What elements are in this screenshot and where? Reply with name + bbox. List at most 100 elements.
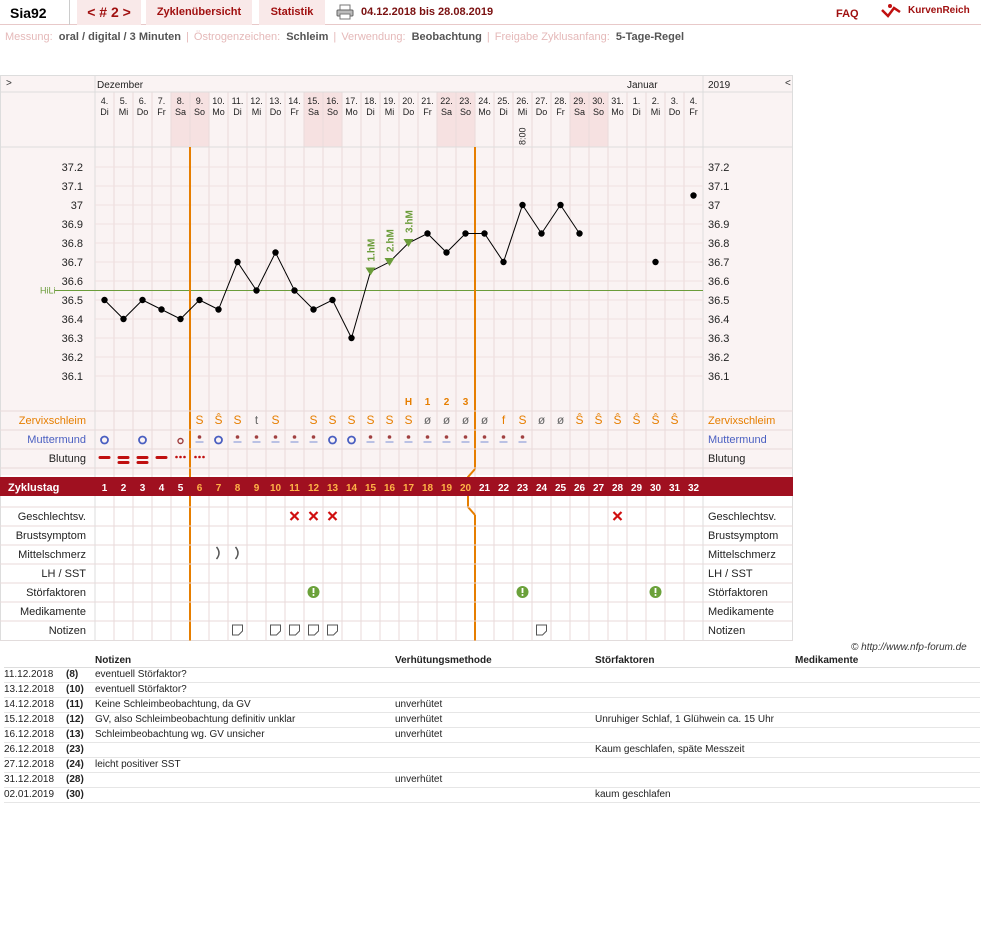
- table-row: 14.12.2018 (11) Keine Schleimbeobachtung, …: [4, 697, 980, 713]
- higher-measurement-label: 3.hM: [405, 210, 416, 233]
- chart-area-bg: [0, 75, 793, 475]
- column-header: Notizen: [95, 654, 395, 668]
- higher-measurement-label: 1.hM: [367, 239, 378, 262]
- temperature-point[interactable]: [215, 306, 222, 313]
- temperature-point[interactable]: [462, 230, 469, 237]
- row-label-right-blutung: Blutung: [708, 453, 745, 465]
- y-tick-label: 36.5: [62, 295, 83, 307]
- cervical-mucus-symbol: ø: [443, 413, 451, 427]
- note-icon[interactable]: [536, 624, 547, 636]
- weekday-label: Fr: [157, 107, 166, 117]
- note-text: eventuell Störfaktor?: [95, 667, 395, 683]
- bleeding-spot-icon: [198, 455, 201, 459]
- cycle-day-number: 32: [688, 483, 700, 494]
- note-date: 31.12.2018: [4, 772, 66, 788]
- temperature-point[interactable]: [291, 287, 298, 294]
- y-tick-label: 36.2: [62, 352, 83, 364]
- row-label-right-zervix: Zervixschleim: [708, 415, 775, 427]
- cervix-open-icon: [328, 435, 337, 445]
- row-label-right-mutter: Muttermund: [708, 434, 767, 446]
- chart-svg: > <Dezember Januar 20194.Di5.Mi6.Do7.Fr8.Sa…: [0, 75, 793, 641]
- weekday-label: Mo: [345, 107, 358, 117]
- estrogen-value: Schleim: [286, 31, 329, 43]
- settings-bar: Messung: oral / digital / 3 Minuten | Öst…: [5, 31, 687, 43]
- kurvenreich-logo-icon[interactable]: [880, 2, 980, 22]
- weekend-column: [456, 92, 475, 147]
- temperature-point[interactable]: [234, 258, 241, 266]
- note-text: Schleimbeobachtung wg. GV unsicher: [95, 727, 395, 743]
- cervix-position-icon: [273, 435, 278, 439]
- day-number: 13.: [269, 96, 282, 106]
- cervical-mucus-symbol: ø: [462, 413, 470, 427]
- note-icon[interactable]: [232, 624, 243, 636]
- temperature-point[interactable]: [538, 230, 545, 237]
- mucus-count-label: 2: [444, 397, 450, 408]
- temperature-point[interactable]: [272, 249, 279, 256]
- note-cycle-day: (13): [66, 727, 95, 743]
- day-number: 18.: [364, 96, 377, 106]
- weekday-label: Fr: [290, 107, 299, 117]
- intercourse-cross-icon: [308, 511, 319, 521]
- year-label: 2019: [708, 80, 731, 91]
- note-cycle-day: (23): [66, 742, 95, 758]
- bleeding-heavy-icon: [98, 456, 111, 459]
- note-icon[interactable]: [270, 624, 281, 636]
- temperature-point[interactable]: [348, 334, 355, 342]
- temperature-point[interactable]: [101, 296, 108, 304]
- month-label-left: Dezember: [97, 80, 144, 91]
- y-tick-label: 36.4: [62, 314, 83, 326]
- temperature-point[interactable]: [329, 296, 336, 304]
- temperature-point[interactable]: [519, 201, 526, 209]
- temperature-point[interactable]: [139, 296, 146, 304]
- nav-right-button[interactable]: <: [785, 78, 791, 89]
- temperature-point[interactable]: [690, 192, 697, 199]
- cycle-day-number: 4: [159, 483, 165, 494]
- header-spacer: [66, 654, 95, 668]
- separator: |: [486, 31, 490, 43]
- weekday-label: Di: [632, 107, 641, 117]
- cycle-navigation[interactable]: < # 2 >: [77, 0, 141, 25]
- temperature-point[interactable]: [177, 315, 184, 323]
- temperature-point[interactable]: [652, 258, 659, 266]
- temperature-point[interactable]: [500, 258, 507, 266]
- printer-icon[interactable]: [336, 4, 354, 20]
- cervix-position-icon: [368, 435, 373, 439]
- temperature-point[interactable]: [443, 249, 450, 256]
- bleeding-heavy-icon: [155, 456, 168, 459]
- table-row: 27.12.2018 (24) leicht positiver SST: [4, 757, 980, 773]
- bleeding-spot-icon: [202, 455, 205, 459]
- y-tick-label-right: 36.3: [708, 333, 729, 345]
- note-text: [95, 742, 395, 758]
- note-disturbance: [595, 667, 795, 683]
- username: Sia92: [0, 0, 70, 25]
- tab-statistics[interactable]: Statistik: [259, 0, 325, 25]
- temperature-point[interactable]: [310, 306, 317, 313]
- temperature-point[interactable]: [424, 230, 431, 237]
- temperature-point[interactable]: [120, 315, 127, 323]
- temperature-point[interactable]: [196, 296, 203, 304]
- column-header: Verhütungsmethode: [395, 654, 595, 668]
- note-method: unverhütet: [395, 772, 595, 788]
- nav-left-button[interactable]: >: [6, 78, 12, 89]
- day-number: 10.: [212, 96, 225, 106]
- day-number: 24.: [478, 96, 491, 106]
- day-number: 4.: [690, 96, 698, 106]
- temperature-point[interactable]: [253, 287, 260, 294]
- faq-link[interactable]: FAQ: [836, 8, 859, 20]
- cervix-closed-icon: [177, 437, 184, 445]
- note-icon[interactable]: [289, 624, 300, 636]
- temperature-point[interactable]: [576, 230, 583, 237]
- temperature-point[interactable]: [481, 230, 488, 237]
- note-icon[interactable]: [308, 624, 319, 636]
- weekday-label: Mo: [478, 107, 491, 117]
- day-number: 12.: [250, 96, 263, 106]
- note-text: leicht positiver SST: [95, 757, 395, 773]
- note-icon[interactable]: [327, 624, 338, 636]
- disturbance-icon-dot: [654, 594, 657, 596]
- logo-text[interactable]: KurvenReich: [908, 5, 970, 16]
- tab-cycle-overview[interactable]: Zyklenübersicht: [146, 0, 252, 25]
- cycle-day-number: 29: [631, 483, 643, 494]
- temperature-point[interactable]: [158, 306, 165, 313]
- note-cycle-day: (24): [66, 757, 95, 773]
- temperature-point[interactable]: [557, 201, 564, 209]
